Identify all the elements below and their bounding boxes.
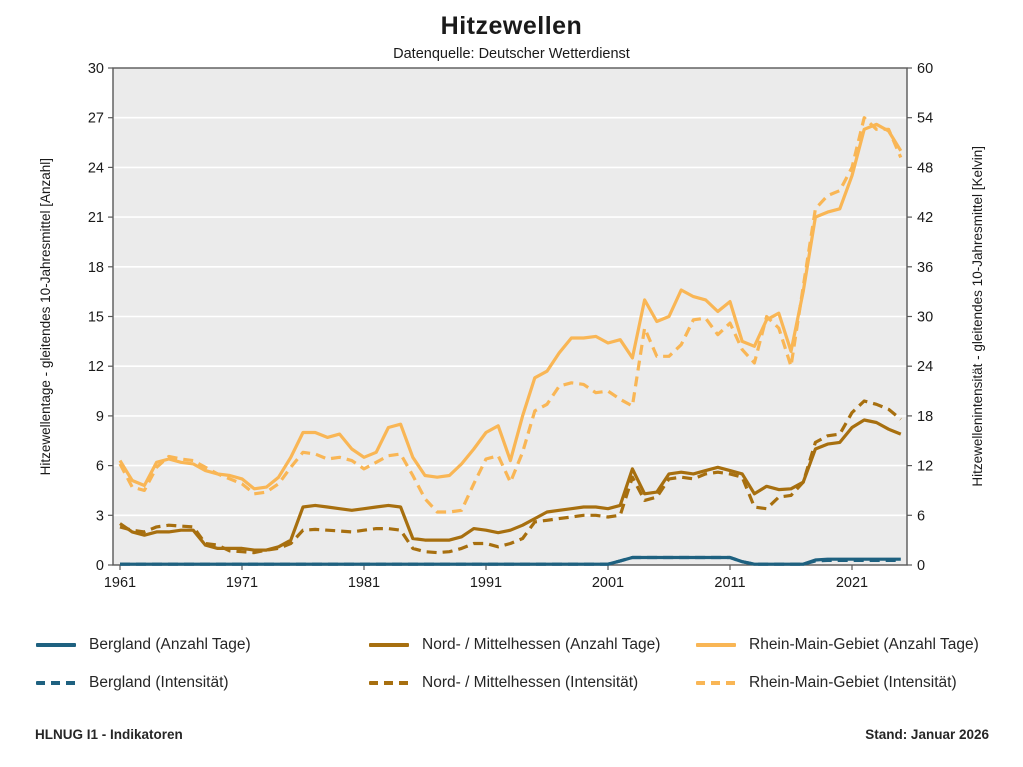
series-line-rhein-main-gebiet-anzahl-tage [118,122,903,491]
left-axis-title: Hitzewellentage - gleitendes 10-Jahresmi… [37,157,53,476]
y-left-tick-label: 24 [88,160,104,176]
legend-dashed-line-swatch [696,681,736,685]
legend-item-bergland-anzahl-tage: Bergland (Anzahl Tage) [36,636,369,654]
x-tick-label: 2011 [714,575,745,591]
legend-label: Nord- / Mittelhessen (Anzahl Tage) [422,636,661,653]
y-left-tick-label: 6 [96,459,104,475]
y-right-tick-label: 42 [917,210,933,226]
legend-label: Bergland (Anzahl Tage) [89,636,251,653]
x-tick-label: 2001 [592,575,624,591]
chart-svg: 0369121518212427300612182430364248546019… [88,61,933,591]
y-right-tick-label: 18 [917,409,933,425]
y-left-tick-label: 15 [88,310,104,326]
legend-label: Bergland (Intensität) [89,674,229,691]
y-right-tick-label: 36 [917,260,933,276]
y-right-tick-label: 30 [917,310,933,326]
y-right-tick-label: 60 [917,61,933,77]
legend-label: Rhein-Main-Gebiet (Intensität) [749,674,957,691]
legend-solid-line-swatch [369,643,409,647]
y-right-tick-label: 0 [917,558,925,574]
legend-dashed-line-swatch [369,681,409,685]
series-line-nord-mittelhessen-anzahl-tage [119,418,902,552]
x-tick-label: 1961 [104,575,136,591]
y-left-tick-label: 30 [88,61,104,77]
y-right-tick-label: 54 [917,111,933,127]
y-left-tick-label: 27 [88,111,104,127]
y-right-tick-label: 6 [917,508,925,524]
legend-item-rhein-main-gebiet-anzahl-tage: Rhein-Main-Gebiet (Anzahl Tage) [696,636,1002,654]
footer-date-label: Stand: Januar 2026 [865,727,989,742]
chart-legend: Bergland (Anzahl Tage) Nord- / Mittelhess… [36,636,1002,692]
y-right-tick-label: 24 [917,359,933,375]
y-right-tick-label: 12 [917,459,933,475]
footer-source-label: HLNUG I1 - Indikatoren [35,727,183,742]
y-left-tick-label: 3 [96,508,104,524]
y-left-tick-label: 18 [88,260,104,276]
legend-item-bergland-intensität: Bergland (Intensität) [36,674,369,692]
legend-dashed-line-swatch [36,681,76,685]
legend-item-nord-mittelhessen-intensität: Nord- / Mittelhessen (Intensität) [369,674,696,692]
y-left-tick-label: 9 [96,409,104,425]
x-tick-label: 1981 [348,575,380,591]
legend-solid-line-swatch [36,643,76,647]
chart-subtitle: Datenquelle: Deutscher Wetterdienst [393,46,630,62]
y-right-tick-label: 48 [917,160,933,176]
chart-title: Hitzewellen [440,12,583,40]
x-tick-label: 1991 [470,575,502,591]
legend-item-rhein-main-gebiet-intensität: Rhein-Main-Gebiet (Intensität) [696,674,1002,692]
series-line-rhein-main-gebiet-intensität [118,116,903,514]
y-left-tick-label: 0 [96,558,104,574]
legend-label: Rhein-Main-Gebiet (Anzahl Tage) [749,636,979,653]
legend-item-nord-mittelhessen-anzahl-tage: Nord- / Mittelhessen (Anzahl Tage) [369,636,696,654]
series-line-bergland-intensität [120,555,901,566]
y-left-tick-label: 12 [88,359,104,375]
series-line-nord-mittelhessen-intensität [119,399,902,555]
legend-label: Nord- / Mittelhessen (Intensität) [422,674,639,691]
right-axis-title: Hitzewellenintensität - gleitendes 10-Ja… [969,146,985,487]
y-left-tick-label: 21 [88,210,104,226]
legend-solid-line-swatch [696,643,736,647]
x-tick-label: 2021 [836,575,868,591]
x-tick-label: 1971 [226,575,258,591]
